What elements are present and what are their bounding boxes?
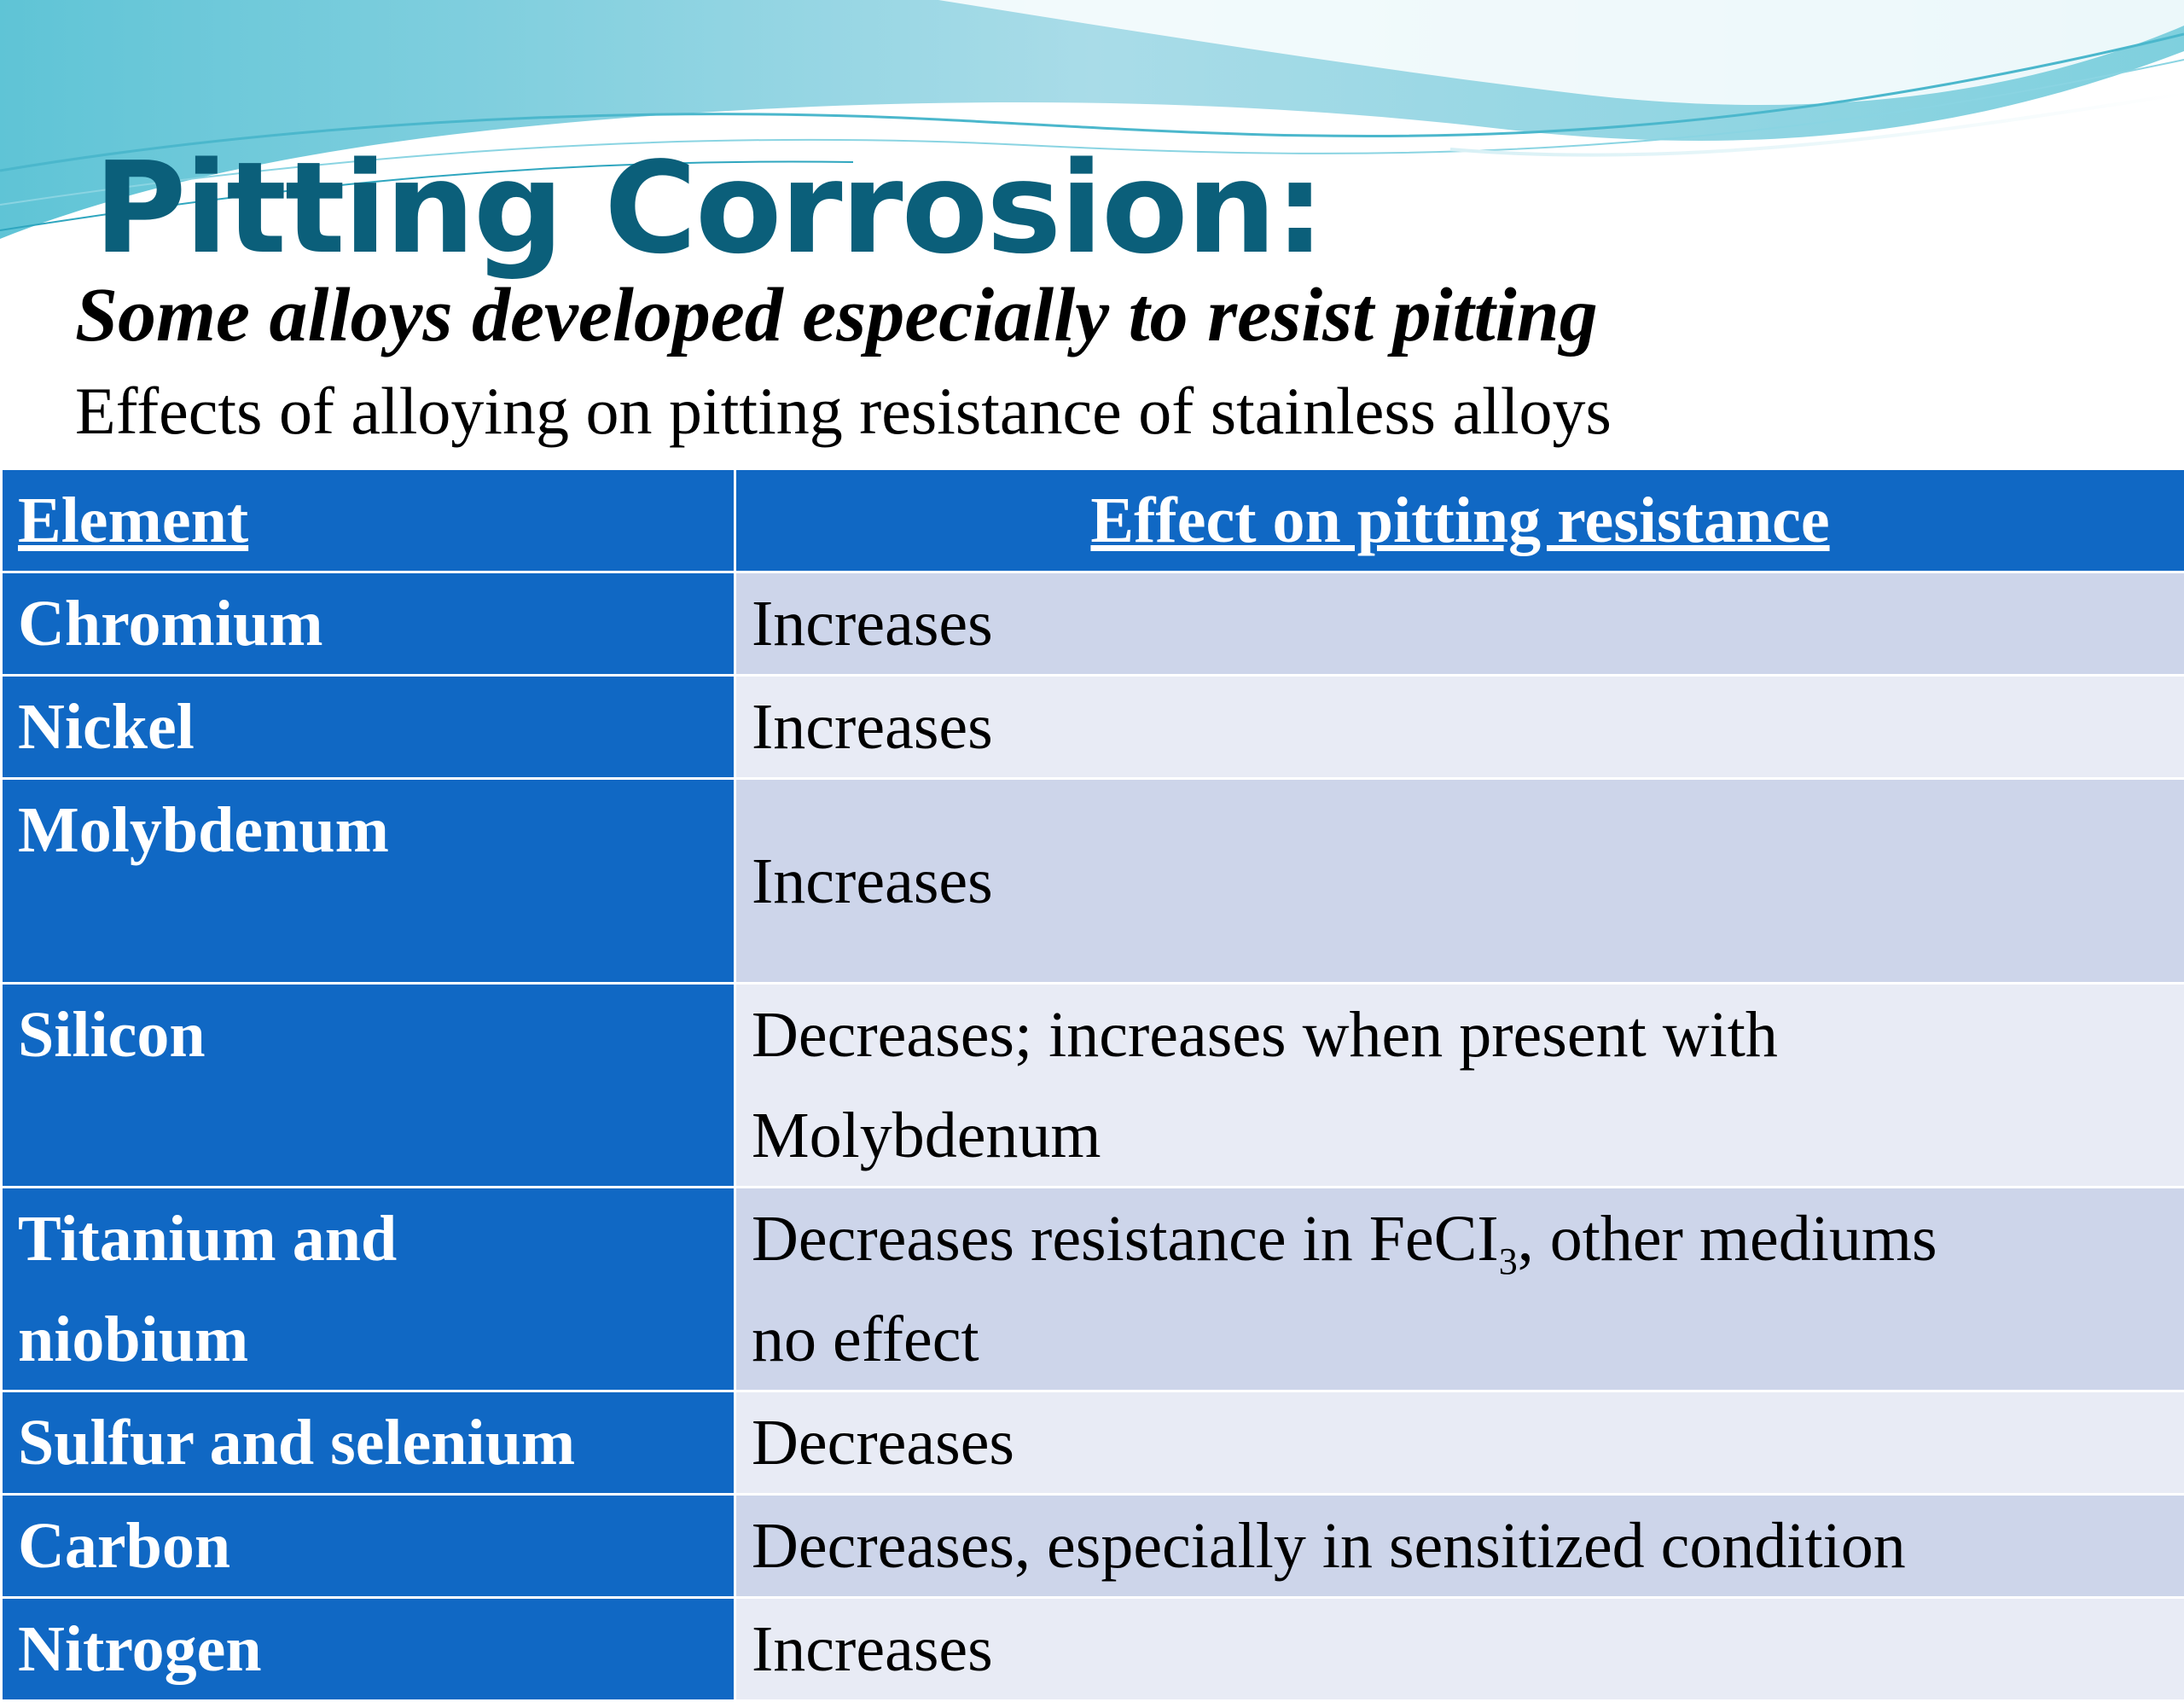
table-row: Chromium Increases xyxy=(2,572,2184,676)
table-row: Silicon Decreases; increases when presen… xyxy=(2,984,2184,1188)
table-row: Carbon Decreases, especially in sensitiz… xyxy=(2,1495,2184,1598)
column-header-effect: Effect on pitting resistance xyxy=(735,469,2184,572)
element-cell: Nitrogen xyxy=(2,1598,735,1701)
alloying-effects-table: Element Effect on pitting resistance Chr… xyxy=(0,468,2184,1702)
slide-title: Pitting Corrosion: xyxy=(94,145,1323,271)
effect-cell: Increases xyxy=(735,1598,2184,1701)
effect-cell: Increases xyxy=(735,676,2184,779)
subscript: 3 xyxy=(1499,1240,1518,1282)
element-cell: Molybdenum xyxy=(2,779,735,984)
element-cell: Chromium xyxy=(2,572,735,676)
element-cell: Carbon xyxy=(2,1495,735,1598)
element-cell: Silicon xyxy=(2,984,735,1188)
table-header-row: Element Effect on pitting resistance xyxy=(2,469,2184,572)
effect-cell: Decreases; increases when present with M… xyxy=(735,984,2184,1188)
table-caption: Effects of alloying on pitting resistanc… xyxy=(75,378,1612,444)
table-row: Nickel Increases xyxy=(2,676,2184,779)
effect-cell: Decreases, especially in sensitized cond… xyxy=(735,1495,2184,1598)
table-row: Molybdenum Increases xyxy=(2,779,2184,984)
effect-cell: Increases xyxy=(735,779,2184,984)
effect-line: Molybdenum xyxy=(752,1085,2184,1186)
effect-line: no effect xyxy=(752,1289,2184,1390)
effect-text: , other mediums xyxy=(1518,1203,1937,1275)
table-row: Titanium and niobium Decreases resistanc… xyxy=(2,1188,2184,1391)
table-row: Nitrogen Increases xyxy=(2,1598,2184,1701)
element-cell: Sulfur and selenium xyxy=(2,1391,735,1495)
effect-text: Decreases resistance in FeCI xyxy=(752,1203,1499,1275)
column-header-element: Element xyxy=(2,469,735,572)
element-line: Titanium and xyxy=(18,1188,734,1289)
element-cell: Titanium and niobium xyxy=(2,1188,735,1391)
element-line: niobium xyxy=(18,1289,734,1390)
effect-cell: Decreases xyxy=(735,1391,2184,1495)
effect-cell: Increases xyxy=(735,572,2184,676)
element-cell: Nickel xyxy=(2,676,735,779)
effect-line: Decreases resistance in FeCI3, other med… xyxy=(752,1188,2184,1289)
effect-cell: Decreases resistance in FeCI3, other med… xyxy=(735,1188,2184,1391)
slide-subtitle: Some alloys developed especially to resi… xyxy=(75,277,1598,354)
effect-line: Decreases; increases when present with xyxy=(752,985,2184,1085)
table-row: Sulfur and selenium Decreases xyxy=(2,1391,2184,1495)
